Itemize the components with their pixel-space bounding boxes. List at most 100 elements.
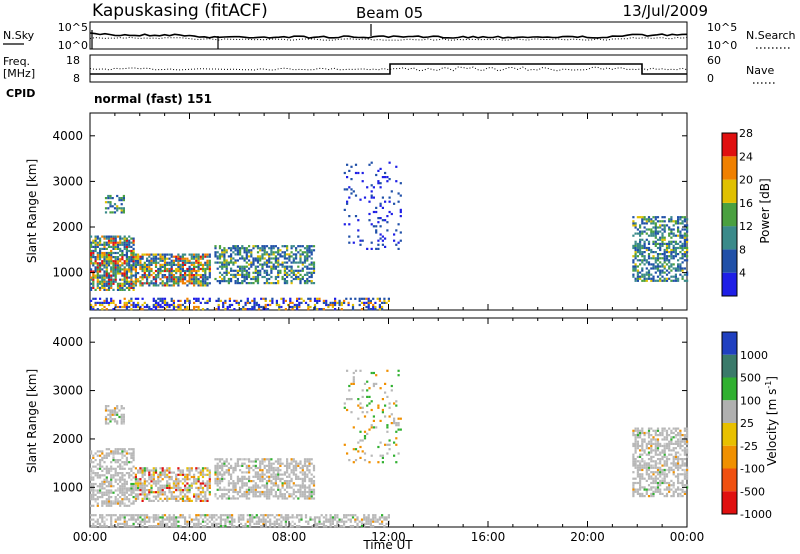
echo-cell — [152, 480, 155, 483]
echo-cell — [227, 480, 230, 483]
echo-cell — [661, 464, 664, 467]
echo-cell — [670, 242, 673, 245]
echo-cell — [152, 475, 155, 479]
echo-cell — [308, 497, 311, 500]
freq-line — [90, 63, 687, 75]
echo-cell — [363, 303, 366, 307]
echo-cell — [193, 276, 196, 279]
echo-cell — [347, 301, 350, 304]
echo-cell — [372, 514, 375, 517]
echo-cell — [387, 299, 390, 302]
echo-cell — [363, 301, 366, 304]
echo-cell — [650, 267, 653, 270]
echo-cell — [103, 480, 106, 483]
echo-cell — [121, 251, 124, 255]
echo-cell — [204, 301, 207, 304]
echo-cell — [234, 245, 237, 248]
echo-cell — [295, 495, 298, 498]
echo-cell — [230, 482, 233, 485]
echo-cell — [103, 482, 106, 486]
echo-cell — [270, 490, 273, 494]
echo-cell — [256, 247, 260, 250]
echo-cell — [663, 261, 666, 264]
echo-cell — [101, 284, 104, 287]
echo-cell — [361, 406, 364, 409]
echo-cell — [161, 301, 164, 304]
echo-cell — [141, 486, 144, 489]
echo-cell — [636, 434, 639, 437]
echo-cell — [270, 249, 273, 252]
echo-cell — [659, 261, 662, 264]
echo-cell — [399, 417, 402, 420]
echo-cell — [123, 478, 126, 481]
echo-cell — [105, 264, 108, 267]
echo-cell — [306, 458, 309, 461]
echo-cell — [289, 299, 292, 302]
velocity-x-ticks: 00:00 04:00 08:00 12:00 16:00 20:00 00:00 — [73, 318, 704, 544]
echo-cell — [252, 277, 255, 281]
echo-cell — [349, 518, 352, 521]
echo-cell — [313, 297, 317, 300]
echo-cell — [650, 218, 653, 221]
echo-cell — [232, 466, 235, 470]
echo-cell — [383, 299, 386, 302]
echo-cell — [351, 308, 355, 311]
echo-cell — [277, 471, 280, 474]
echo-cell — [654, 488, 657, 491]
echo-cell — [206, 278, 209, 281]
echo-cell — [256, 477, 260, 480]
echo-cell — [272, 265, 275, 268]
echo-cell — [150, 259, 153, 262]
echo-cell — [256, 245, 260, 248]
echo-cell — [261, 249, 264, 252]
echo-cell — [663, 473, 666, 476]
echo-cell — [210, 516, 214, 519]
echo-cell — [290, 469, 293, 472]
echo-cell — [132, 268, 135, 271]
colorbar-segment — [722, 226, 737, 250]
echo-cell — [90, 461, 93, 464]
echo-cell — [217, 305, 220, 309]
echo-cell — [137, 516, 140, 519]
echo-cell — [683, 218, 686, 221]
echo-cell — [659, 230, 662, 233]
echo-cell — [239, 257, 242, 260]
echo-cell — [105, 268, 108, 271]
echo-cell — [647, 273, 651, 276]
echo-cell — [272, 247, 275, 250]
echo-cell — [125, 254, 128, 257]
echo-cell — [241, 267, 244, 270]
echo-cell — [263, 249, 266, 252]
echo-cell — [283, 271, 286, 274]
echo-cell — [686, 279, 689, 282]
echo-cell — [237, 520, 240, 523]
echo-cell — [683, 462, 686, 465]
colorbar-segment — [722, 491, 737, 515]
echo-cell — [383, 301, 386, 304]
echo-cell — [384, 219, 387, 222]
echo-cell — [289, 522, 292, 525]
echo-cell — [111, 211, 114, 214]
echo-cell — [103, 525, 106, 528]
echo-cell — [184, 495, 187, 498]
echo-cell — [132, 303, 135, 307]
echo-cell — [670, 255, 673, 258]
echo-cell — [647, 234, 651, 237]
echo-cell — [116, 405, 119, 408]
echo-cell — [268, 253, 271, 256]
echo-cell — [179, 274, 182, 277]
echo-cell — [181, 471, 184, 474]
echo-cell — [250, 486, 253, 489]
echo-cell — [256, 458, 260, 461]
echo-cell — [208, 471, 211, 474]
echo-cell — [668, 226, 671, 229]
echo-cell — [386, 443, 389, 446]
echo-cell — [681, 236, 684, 239]
echo-cell — [377, 445, 380, 449]
echo-cell — [188, 272, 191, 275]
echo-cell — [128, 239, 131, 242]
echo-cell — [639, 444, 642, 448]
echo-cell — [292, 482, 295, 485]
echo-cell — [152, 471, 155, 474]
echo-cell — [92, 280, 95, 283]
